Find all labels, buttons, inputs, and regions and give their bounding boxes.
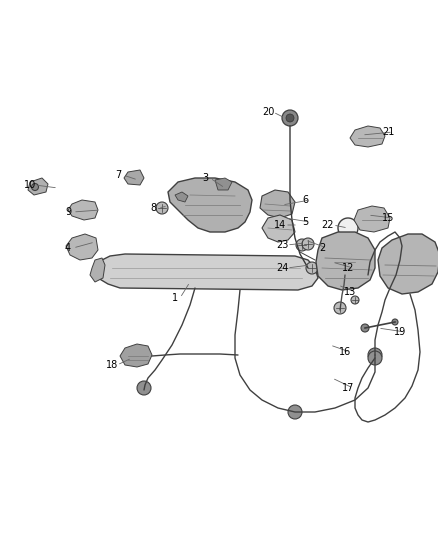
Circle shape (296, 239, 308, 251)
Text: 22: 22 (322, 220, 334, 230)
Text: 15: 15 (382, 213, 394, 223)
Circle shape (368, 351, 382, 365)
Circle shape (137, 381, 151, 395)
Circle shape (288, 405, 302, 419)
Text: 7: 7 (115, 170, 121, 180)
Text: 21: 21 (382, 127, 394, 137)
Text: 16: 16 (339, 347, 351, 357)
Circle shape (368, 348, 382, 362)
Circle shape (282, 110, 298, 126)
Polygon shape (120, 344, 152, 367)
Polygon shape (378, 234, 438, 294)
Text: 19: 19 (394, 327, 406, 337)
Polygon shape (354, 206, 390, 232)
Circle shape (156, 202, 168, 214)
Polygon shape (215, 178, 232, 190)
Polygon shape (66, 234, 98, 260)
Circle shape (338, 218, 358, 238)
Polygon shape (28, 178, 48, 195)
Text: 8: 8 (150, 203, 156, 213)
Text: 4: 4 (65, 243, 71, 253)
Text: 20: 20 (262, 107, 274, 117)
Polygon shape (350, 126, 385, 147)
Circle shape (361, 324, 369, 332)
Circle shape (302, 238, 314, 250)
Text: 1: 1 (172, 293, 178, 303)
Text: 10: 10 (24, 180, 36, 190)
Text: 24: 24 (276, 263, 288, 273)
Polygon shape (332, 248, 358, 275)
Circle shape (392, 319, 398, 325)
Text: 5: 5 (302, 217, 308, 227)
Circle shape (306, 262, 318, 274)
Polygon shape (168, 178, 252, 232)
Polygon shape (90, 258, 105, 282)
Circle shape (351, 296, 359, 304)
Circle shape (286, 114, 294, 122)
Polygon shape (124, 170, 144, 185)
Text: 23: 23 (276, 240, 288, 250)
Polygon shape (260, 190, 295, 218)
Polygon shape (316, 232, 375, 290)
Polygon shape (95, 254, 318, 290)
Text: 3: 3 (202, 173, 208, 183)
Circle shape (32, 183, 39, 190)
Text: 2: 2 (319, 243, 325, 253)
Text: 6: 6 (302, 195, 308, 205)
Text: 9: 9 (65, 207, 71, 217)
Text: 12: 12 (342, 263, 354, 273)
Polygon shape (175, 192, 188, 202)
Circle shape (334, 302, 346, 314)
Polygon shape (262, 215, 295, 242)
Text: 18: 18 (106, 360, 118, 370)
Text: 14: 14 (274, 220, 286, 230)
Polygon shape (68, 200, 98, 220)
Text: 13: 13 (344, 287, 356, 297)
Text: 17: 17 (342, 383, 354, 393)
